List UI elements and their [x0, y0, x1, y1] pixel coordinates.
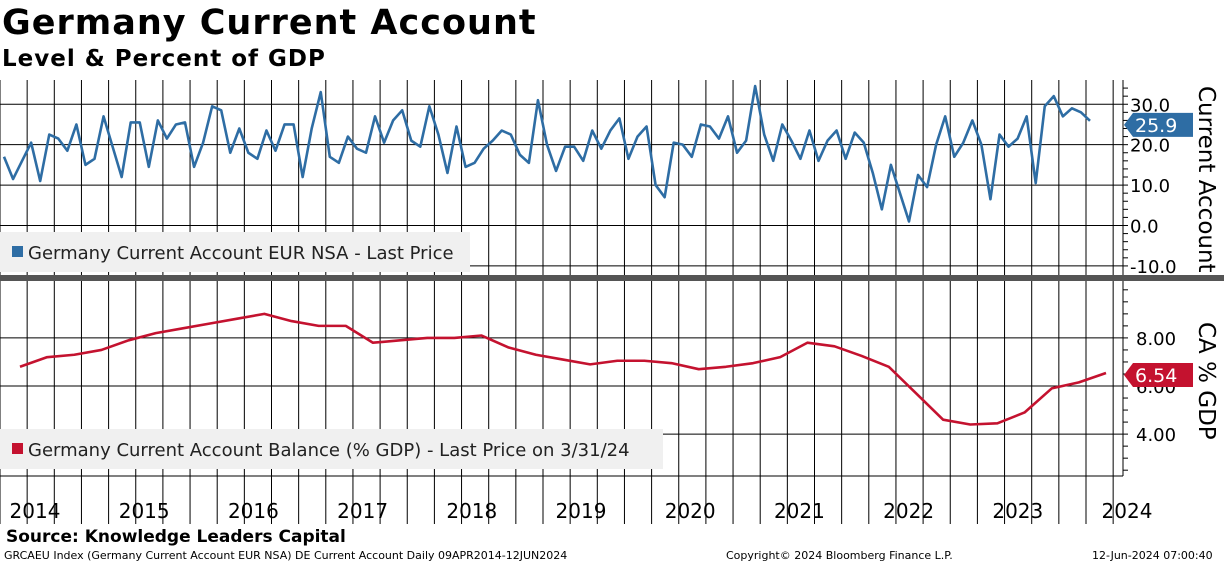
year-label: 2023: [992, 499, 1043, 523]
year-label: 2018: [446, 499, 497, 523]
top-ytick-label: 10.0: [1130, 176, 1170, 197]
bottom-ytick-label: 4.00: [1136, 425, 1176, 446]
bottom-legend-swatch: [12, 443, 23, 454]
bottom-last-value-tag-text: 6.54: [1135, 365, 1177, 387]
top-last-value-tag-text: 25.9: [1135, 115, 1177, 137]
year-label: 2015: [119, 499, 170, 523]
panel-separator: [0, 275, 1224, 281]
top-legend-box: [0, 232, 470, 272]
top-legend-text: Germany Current Account EUR NSA - Last P…: [28, 243, 454, 264]
top-last-value-tag: 25.9: [1124, 112, 1193, 137]
bottom-last-value-tag: 6.54: [1124, 363, 1193, 388]
bottom-legend-text: Germany Current Account Balance (% GDP) …: [28, 440, 630, 461]
year-label: 2017: [337, 499, 388, 523]
top-ytick-label: 30.0: [1130, 95, 1170, 116]
top-ytick-label: -10.0: [1130, 257, 1177, 278]
bottom-legend: Germany Current Account Balance (% GDP) …: [0, 429, 663, 469]
current-account-series: [2, 84, 1091, 223]
year-label: 2024: [1102, 499, 1153, 523]
legends: Germany Current Account EUR NSA - Last P…: [0, 232, 663, 469]
axes: -10.00.010.020.030.04.006.008.00Current …: [0, 80, 1224, 523]
bottom-axis-title: CA % GDP: [1193, 322, 1219, 440]
current-account-line: [2, 84, 1091, 223]
top-ytick-label: 0.0: [1130, 217, 1159, 238]
chart-title: Germany Current Account: [2, 3, 537, 43]
footer-left: GRCAEU Index (Germany Current Account EU…: [4, 549, 568, 562]
source-note: Source: Knowledge Leaders Capital: [6, 527, 346, 547]
year-label: 2021: [774, 499, 825, 523]
chart-subtitle: Level & Percent of GDP: [2, 46, 326, 72]
year-label: 2014: [10, 499, 61, 523]
year-label: 2016: [228, 499, 279, 523]
bottom-last-value-tag-shape: [1124, 363, 1193, 388]
year-label: 2019: [556, 499, 607, 523]
ca-gdp-series: [19, 312, 1107, 426]
top-last-value-tag-shape: [1124, 112, 1193, 137]
top-legend: Germany Current Account EUR NSA - Last P…: [0, 232, 470, 272]
bottom-legend-box: [0, 429, 663, 469]
top-axis-title: Current Account: [1193, 86, 1219, 273]
footer-center: Copyright© 2024 Bloomberg Finance L.P.: [726, 549, 953, 562]
top-ytick-label: 20.0: [1130, 136, 1170, 157]
year-label: 2020: [665, 499, 716, 523]
year-label: 2022: [883, 499, 934, 523]
bottom-ytick-label: 8.00: [1136, 329, 1176, 350]
ca-gdp-line: [19, 312, 1107, 426]
footer-right: 12-Jun-2024 07:00:40: [1092, 549, 1213, 562]
top-legend-swatch: [12, 246, 23, 257]
